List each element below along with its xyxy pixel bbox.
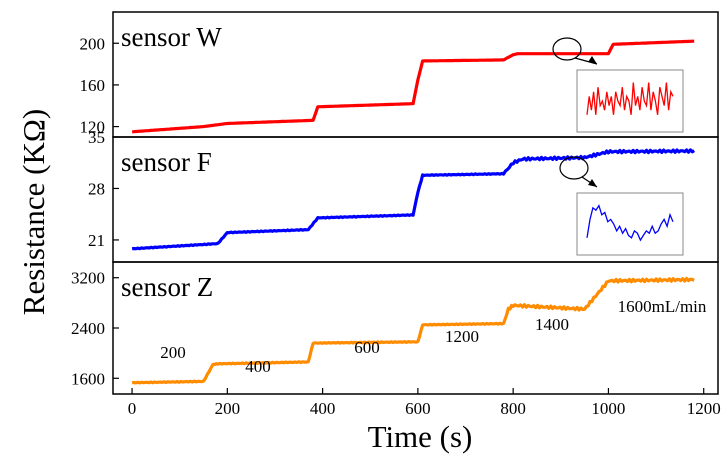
flow-annotation: 1400: [535, 315, 569, 334]
y-tick-label: 2400: [71, 319, 105, 338]
flow-annotation: 1200: [445, 327, 479, 346]
inset-trace: [586, 82, 674, 115]
panel-3: 1600 2400 3200 sensor Z 200 400 600 1200 1400 160…: [71, 261, 719, 395]
y-tick-label: 120: [80, 118, 106, 137]
y-tick-label: 35: [88, 128, 105, 147]
series-sensor-z: [131, 276, 695, 385]
panel-2: 21 28 35 sensor F: [88, 128, 719, 263]
y-axis-title: Resistance (KΩ): [16, 109, 51, 315]
arrow-head: [588, 179, 597, 187]
panel-label: sensor Z: [121, 272, 213, 302]
zoom-circle: [559, 156, 589, 180]
y-tick-label: 28: [88, 179, 105, 198]
flow-annotation: 400: [245, 357, 271, 376]
series-sensor-w: [132, 39, 695, 134]
panel-label: sensor F: [121, 147, 212, 177]
series-sensor-f: [131, 148, 696, 251]
zoom-circle: [552, 37, 582, 61]
inset-frame: [576, 69, 684, 133]
x-tick-label: 600: [405, 399, 431, 418]
x-tick-label: 400: [310, 399, 336, 418]
y-tick-label: 3200: [71, 269, 105, 288]
x-tick-label: 1200: [687, 399, 721, 418]
flow-annotation: 600: [354, 338, 380, 357]
x-tick-label: 800: [500, 399, 526, 418]
x-axis-title: Time (s): [368, 419, 473, 454]
y-tick-label: 1600: [71, 369, 105, 388]
y-tick-label: 200: [80, 34, 106, 53]
panel-label: sensor W: [121, 22, 222, 52]
y-tick-label: 160: [80, 76, 106, 95]
arrow-head: [588, 56, 597, 64]
flow-annotation: 1600mL/min: [618, 297, 707, 316]
inset-frame: [576, 192, 684, 256]
panel-1: 120 160 200 sensor W: [80, 11, 719, 138]
x-tick-label: 200: [215, 399, 241, 418]
flow-annotation: 200: [160, 343, 186, 362]
inset-trace: [586, 204, 674, 242]
y-tick-label: 21: [88, 231, 105, 250]
x-tick-label: 1000: [591, 399, 625, 418]
x-tick-label: 0: [128, 399, 137, 418]
x-axis: 0 200 400 600 800 1000 1200: [128, 388, 721, 418]
